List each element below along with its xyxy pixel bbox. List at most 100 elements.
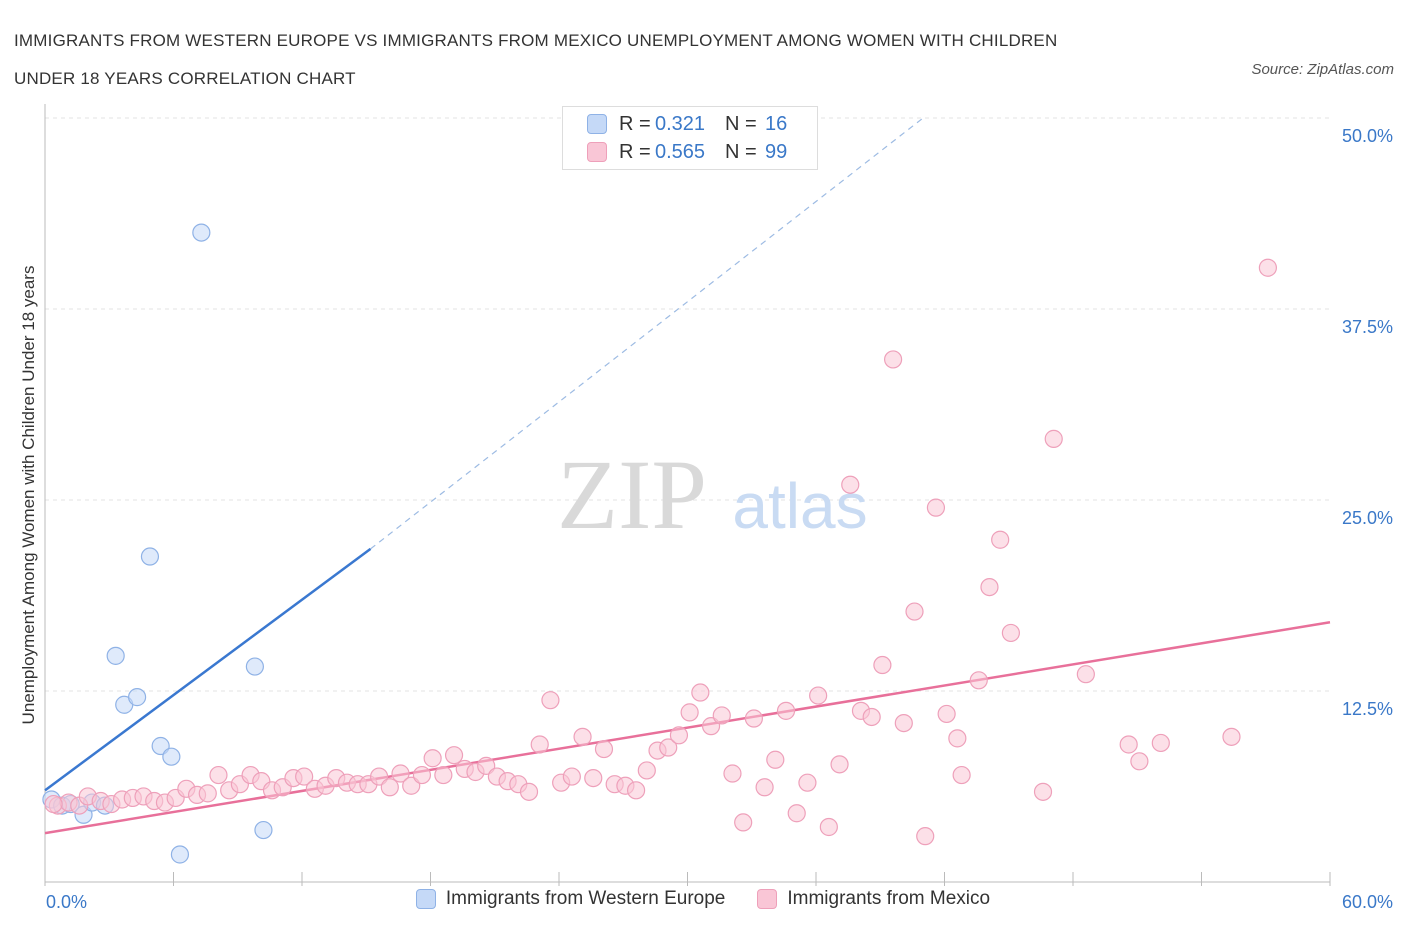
trend-line-mexico: [44, 621, 1331, 835]
point-mexico: [894, 713, 913, 733]
point-mexico: [680, 703, 699, 722]
point-mexico: [776, 701, 796, 720]
point-mexico: [402, 776, 421, 795]
point-mexico: [787, 804, 806, 823]
point-mexico: [626, 781, 646, 800]
stats-swatch-blue: [587, 114, 607, 134]
point-western-europe: [127, 688, 147, 707]
y-tick-label: 50.0%: [1342, 126, 1393, 146]
chart-legend: Immigrants from Western Europe Immigrant…: [0, 888, 1406, 910]
point-mexico: [562, 767, 581, 786]
legend-item-western-europe[interactable]: Immigrants from Western Europe: [415, 888, 725, 910]
point-mexico: [744, 709, 763, 728]
point-mexico: [937, 704, 956, 724]
y-tick-label: 12.5%: [1342, 699, 1393, 719]
point-western-europe: [162, 747, 181, 766]
y-tick-label: 37.5%: [1342, 317, 1393, 337]
chart-title: IMMIGRANTS FROM WESTERN EUROPE VS IMMIGR…: [14, 22, 1214, 98]
point-mexico: [1222, 727, 1241, 746]
point-mexico: [530, 735, 549, 754]
point-mexico: [519, 782, 539, 801]
point-western-europe: [192, 223, 211, 242]
point-mexico: [883, 350, 903, 369]
point-western-europe: [254, 820, 273, 840]
point-mexico: [926, 498, 946, 517]
point-mexico: [1044, 429, 1063, 448]
point-mexico: [948, 729, 967, 748]
trend-lines: [44, 117, 1331, 835]
point-mexico: [594, 739, 614, 759]
point-mexico: [873, 655, 892, 675]
point-mexico: [541, 691, 560, 710]
point-mexico: [734, 813, 753, 832]
stats-row-blue: R = 0.321 N = 16: [587, 111, 787, 137]
point-mexico: [1151, 733, 1170, 753]
n-label: N =: [725, 140, 757, 163]
point-mexico: [991, 530, 1010, 549]
point-mexico: [584, 768, 603, 788]
n-value: 16: [765, 112, 788, 135]
point-mexico: [1119, 735, 1138, 754]
point-mexico: [841, 475, 860, 494]
point-mexico: [573, 727, 592, 746]
point-mexico: [1076, 665, 1095, 684]
x-tick-label: 0.0%: [46, 892, 87, 912]
point-mexico: [1130, 752, 1149, 771]
legend-item-mexico[interactable]: Immigrants from Mexico: [757, 888, 990, 910]
legend-label-mexico: Immigrants from Mexico: [787, 888, 991, 909]
n-label: N =: [725, 112, 757, 135]
point-mexico: [862, 707, 881, 727]
point-western-europe: [151, 736, 170, 756]
legend-swatch-pink: [757, 889, 778, 909]
point-mexico: [766, 750, 785, 769]
point-mexico: [209, 765, 228, 785]
trend-line-extension: [370, 117, 924, 550]
r-value: 0.565: [655, 140, 706, 163]
point-mexico: [830, 755, 849, 774]
y-axis-label: Unemployment Among Women with Children U…: [19, 266, 38, 725]
point-mexico: [1033, 782, 1053, 801]
point-mexico: [370, 767, 389, 786]
r-label: R =: [619, 140, 651, 163]
stats-row-pink: R = 0.565 N = 99: [587, 139, 787, 165]
point-mexico: [809, 686, 828, 705]
point-western-europe: [245, 657, 264, 676]
source-credit: Source: ZipAtlas.com: [1251, 61, 1394, 78]
point-western-europe: [170, 845, 190, 864]
point-mexico: [798, 773, 817, 792]
point-mexico: [637, 761, 656, 780]
point-mexico: [380, 778, 399, 797]
point-mexico: [969, 671, 988, 690]
point-mexico: [434, 765, 453, 785]
point-western-europe: [106, 646, 125, 665]
point-mexico: [723, 764, 742, 783]
point-mexico: [198, 784, 217, 803]
point-mexico: [423, 749, 442, 768]
r-value: 0.321: [655, 112, 706, 135]
data-points: [42, 223, 1277, 864]
point-mexico: [44, 794, 63, 814]
n-value: 99: [765, 140, 788, 163]
point-mexico: [691, 683, 710, 702]
point-mexico: [1258, 258, 1277, 277]
point-mexico: [444, 746, 464, 765]
point-mexico: [905, 602, 924, 621]
point-mexico: [701, 717, 721, 736]
axes: [44, 104, 1331, 886]
point-mexico: [659, 738, 678, 757]
tick-labels: 12.5% 25.0% 37.5% 50.0% 0.0% 60.0%: [46, 126, 1393, 912]
point-mexico: [1001, 623, 1020, 643]
watermark: ZIP atlas: [557, 439, 868, 550]
point-mexico: [952, 765, 971, 785]
correlation-stats-box: R = 0.321 N = 16 R = 0.565 N = 99: [562, 106, 818, 170]
grid-lines: [45, 117, 1330, 692]
point-mexico: [412, 765, 432, 785]
r-label: R =: [619, 112, 651, 135]
point-mexico: [819, 817, 838, 837]
point-mexico: [980, 577, 999, 597]
watermark-zip: ZIP: [557, 439, 707, 550]
point-mexico: [477, 756, 496, 775]
x-tick-label: 60.0%: [1342, 892, 1393, 912]
chart-title-line-1: IMMIGRANTS FROM WESTERN EUROPE VS IMMIGR…: [14, 31, 1058, 50]
